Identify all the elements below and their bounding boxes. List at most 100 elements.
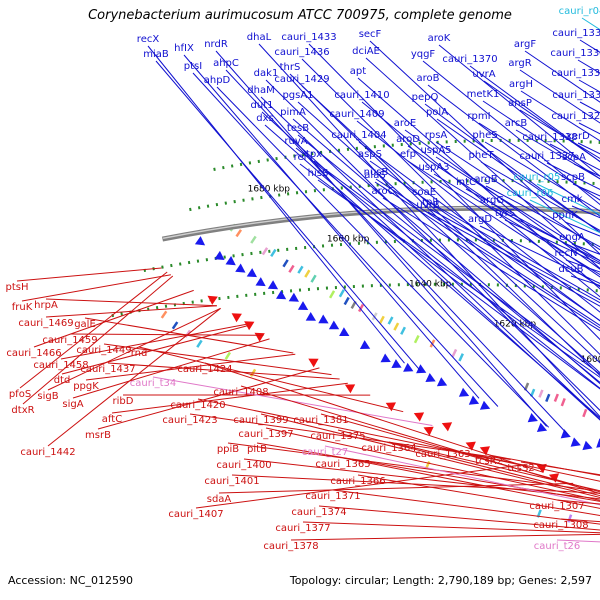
gene-arrow (225, 256, 236, 266)
leader-line (265, 79, 600, 412)
gene-arrow (244, 321, 255, 331)
gene-label-cauri-1328: cauri_1328 (551, 111, 600, 122)
gene-label-cauri-1400: cauri_1400 (216, 460, 271, 471)
leader-line (290, 533, 600, 541)
leader-line (436, 118, 600, 233)
leader-line (45, 298, 217, 307)
gene-label-cauri-1449: cauri_1449 (76, 345, 131, 356)
gene-arrow (423, 426, 434, 436)
gene-label-recX: recX (137, 34, 160, 45)
dotted-ring (105, 282, 600, 319)
leader-line (423, 198, 600, 301)
gene-label-cauri-r05: cauri_r05 (514, 172, 561, 183)
gene-label-apt: apt (350, 66, 366, 77)
gene-arrow (560, 429, 571, 439)
gene-label-cauri-1375: cauri_1375 (310, 431, 365, 442)
gene-label-cauri-1333: cauri_1333 (551, 68, 600, 79)
leader-line (183, 54, 480, 399)
gene-label-cauri-t26: cauri_t26 (534, 541, 581, 552)
leader-line (407, 145, 600, 278)
gene-label-ansP: ansP (508, 98, 532, 109)
gene-label-cauri-r06: cauri_r06 (507, 188, 554, 199)
gene-label-recN: recN (554, 248, 577, 259)
gene-label-argF: argF (514, 39, 536, 50)
leader-line (480, 161, 600, 231)
gene-arrow (570, 437, 581, 447)
gene-label-xerD: xerD (566, 131, 590, 142)
leader-line (47, 307, 221, 391)
gene-label-cauri-1378: cauri_1378 (263, 541, 318, 552)
gene-arrow (479, 446, 490, 456)
gene-label-ptsI: ptsI (184, 61, 202, 72)
leader-line (357, 474, 600, 517)
leader-line (227, 442, 593, 491)
gene-label-cauri-1429: cauri_1429 (274, 74, 329, 85)
leader-line (297, 134, 600, 384)
gene-block (288, 264, 295, 273)
gene-arrow (416, 364, 427, 374)
gene-label-cauri-1469: cauri_1469 (18, 318, 73, 329)
accession-text: Accession: NC_012590 (8, 574, 134, 587)
gene-label-ruvA: ruvA (284, 136, 307, 147)
gene-label-cauri-t27: cauri_t27 (302, 447, 349, 458)
gene-label-pgsA1: pgsA1 (282, 90, 313, 101)
gene-label-ribD: ribD (113, 396, 134, 407)
gene-block (553, 393, 559, 402)
gene-label-sigA: sigA (62, 399, 83, 410)
gene-label-argD: argD (468, 214, 492, 225)
leader-line (33, 289, 194, 348)
gene-label-cauri-1338: cauri_1338 (522, 132, 577, 143)
leader-line (265, 427, 600, 501)
gene-arrow (344, 384, 356, 394)
gene-arrow (328, 320, 340, 330)
leader-line (442, 447, 600, 482)
leader-line (318, 505, 600, 531)
leader-line (313, 160, 600, 375)
gene-label-galE: galE (74, 319, 96, 330)
leader-line (16, 267, 162, 282)
leader-line (292, 118, 600, 385)
gene-label-cauri-1423: cauri_1423 (162, 415, 217, 426)
gene-label-dak1: dak1 (254, 68, 279, 79)
gene-label-intC: intC (456, 177, 476, 188)
gene-arrow (479, 400, 491, 410)
gene-arrow (436, 377, 448, 387)
gene-label-metK1: metK1 (467, 89, 500, 100)
gene-label-cmk: cmk (561, 194, 582, 205)
gene-label-aspS: aspS (358, 149, 382, 160)
gene-label-argB: argB (474, 174, 497, 185)
gene-label-dhaM: dhaM (247, 85, 274, 96)
gene-block (393, 322, 400, 331)
leader-line (103, 343, 332, 376)
gene-label-ahpC: ahpC (213, 58, 239, 69)
gene-label-cauri-1363: cauri_1363 (415, 449, 470, 460)
gene-label-fruK: fruK (12, 302, 33, 313)
leader-line (215, 50, 547, 427)
gene-label-dciAE: dciAE (352, 46, 380, 57)
gene-label-cauri-1307: cauri_1307 (529, 501, 584, 512)
leader-line (289, 73, 600, 377)
leader-line (484, 141, 600, 212)
leader-line (107, 362, 340, 380)
leader-line (358, 141, 600, 322)
leader-line (61, 325, 249, 375)
gene-label-cauri-1404: cauri_1404 (331, 130, 386, 141)
gene-label-dut1: dut1 (251, 100, 274, 111)
kbp-tick-label: 1680 kbp (248, 184, 291, 194)
gene-arrow (527, 413, 538, 423)
gene-label-arcB: arcB (505, 118, 528, 129)
leader-line (21, 274, 171, 302)
gene-block (160, 310, 168, 319)
leader-line (504, 219, 600, 265)
gene-label-cauri-1371: cauri_1371 (305, 491, 360, 502)
gene-label-cauri-1442: cauri_1442 (20, 447, 75, 458)
gene-label-ppgK: ppgK (73, 381, 99, 392)
gene-block (400, 326, 406, 335)
gene-label-secF: secF (359, 29, 382, 40)
gene-label-tyrS: tyrS (495, 208, 515, 219)
gene-arrow (231, 313, 242, 323)
leader-line (47, 307, 221, 447)
gene-block (304, 269, 311, 278)
leader-line (302, 521, 600, 534)
